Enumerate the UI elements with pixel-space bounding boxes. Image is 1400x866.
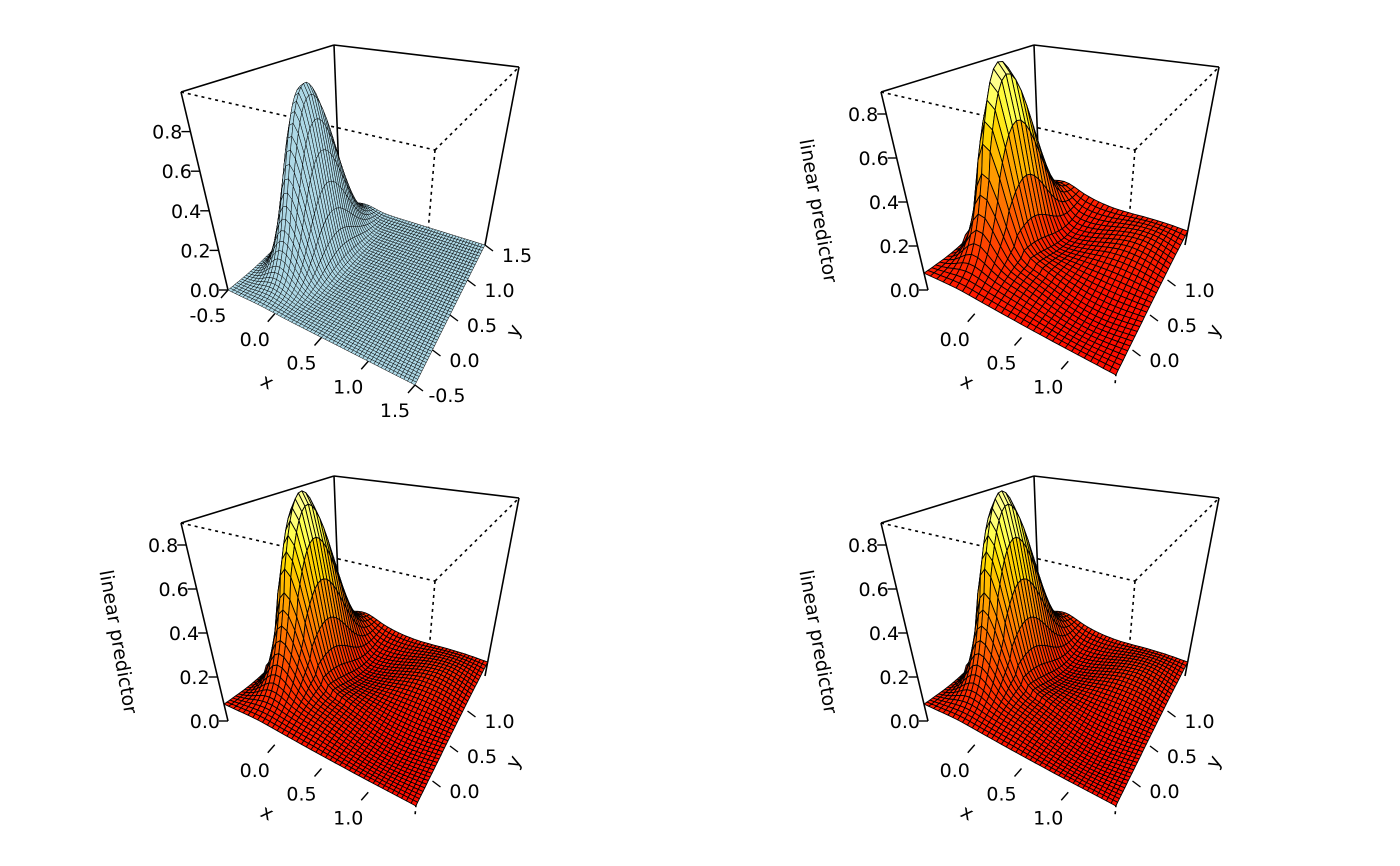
y-tick-label: 0.5	[1167, 315, 1197, 337]
box-edge	[180, 91, 229, 291]
x-axis-label: x	[957, 370, 977, 395]
surface	[227, 81, 486, 386]
y-tick-label: 1.0	[484, 280, 514, 302]
y-tick	[1167, 279, 1176, 287]
z-tick-label: 0.2	[879, 236, 909, 258]
x-tick-label: 1.0	[1033, 376, 1063, 398]
z-tick-label: 0.6	[858, 148, 888, 170]
x-tick	[407, 384, 416, 394]
box-edge	[484, 66, 520, 246]
box-edge	[180, 522, 229, 722]
y-tick	[449, 314, 459, 322]
x-tick-label: 0.5	[986, 353, 1016, 375]
x-tick	[1060, 360, 1069, 370]
z-axis-label: linear predictor	[794, 137, 841, 284]
y-tick	[484, 244, 494, 252]
box-edge	[880, 91, 929, 291]
box-edge-front	[434, 497, 520, 582]
y-tick	[1149, 314, 1159, 322]
z-tick-label: 0.4	[171, 201, 201, 223]
persp-panel-3: 0.00.51.00.00.51.00.00.20.40.60.8xylinea…	[94, 475, 526, 829]
z-tick-label: 0.2	[180, 240, 210, 262]
x-tick	[967, 313, 976, 323]
surface	[223, 490, 489, 807]
x-tick	[1013, 337, 1023, 346]
box-edge	[1033, 44, 1220, 68]
x-tick	[267, 313, 276, 323]
x-tick	[313, 337, 323, 346]
y-tick	[1132, 349, 1141, 357]
z-tick-label: 0.0	[190, 280, 220, 302]
x-tick-label: 0.0	[240, 329, 270, 351]
y-tick	[432, 349, 441, 357]
persp-panel-1: -0.5 0.0 0.5 1.0 1.5 -0.5 0.0 0.5 1.0 1.5 0.0 0.2 0.…	[152, 44, 532, 422]
y-tick-label: 0.0	[449, 350, 479, 372]
z-tick-label: 0.0	[890, 280, 920, 302]
x-tick-label: 0.0	[940, 329, 970, 351]
y-axis-label: y	[502, 321, 527, 341]
box-edge-front	[1134, 66, 1220, 151]
persp-panel-2: 0.0 0.5 1.0 0.0 0.5 1.0 0.0 0.2 0.4 0.6 0.8 x y linea…	[794, 44, 1227, 398]
z-tick-label: 0.4	[869, 192, 899, 214]
box-edge	[333, 475, 520, 499]
y-tick-label: 0.5	[467, 315, 497, 337]
y-tick-label: 0.0	[1149, 350, 1179, 372]
x-tick	[360, 360, 369, 370]
x-tick-label: 1.0	[333, 376, 363, 398]
box-edge	[333, 44, 520, 68]
y-tick-label: 1.5	[502, 245, 532, 267]
y-tick	[467, 279, 476, 287]
x-tick	[220, 289, 229, 299]
x-axis-label: x	[257, 370, 277, 395]
z-tick-label: 0.6	[162, 161, 192, 183]
z-tick-label: 0.8	[848, 104, 878, 126]
y-tick-label: -0.5	[428, 385, 465, 407]
x-tick-label: 0.5	[286, 353, 316, 375]
x-tick-label: 1.5	[380, 400, 410, 422]
y-tick-label: 1.0	[1184, 280, 1214, 302]
box-edge-front	[180, 91, 436, 151]
box-edge	[1184, 66, 1220, 246]
box-edge-front	[434, 66, 520, 151]
y-tick	[414, 384, 424, 392]
box-edge	[484, 497, 520, 677]
x-tick-label: -0.5	[189, 305, 226, 327]
y-axis-label: y	[1202, 321, 1227, 341]
z-tick-label: 0.8	[152, 122, 182, 144]
box-edge	[180, 44, 335, 93]
